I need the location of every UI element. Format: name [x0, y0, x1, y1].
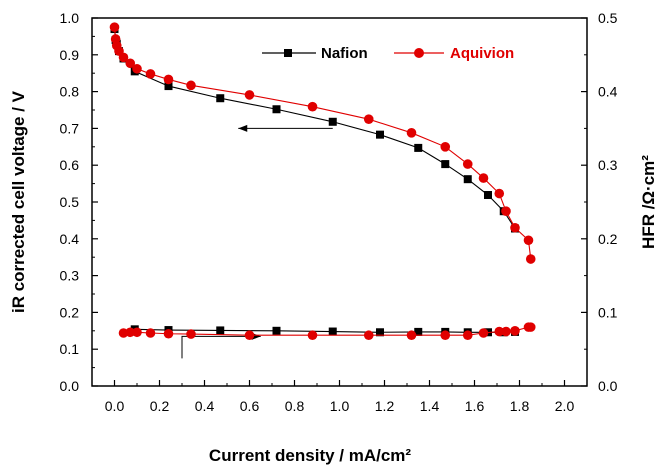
x-tick-label: 1.6 [465, 398, 485, 414]
x-tick-label: 1.2 [375, 398, 395, 414]
y-tick-label: 0.2 [60, 304, 80, 320]
x-axis-title: Current density / mA/cm² [209, 446, 411, 465]
y2-tick-label: 0.1 [598, 304, 618, 320]
point-aquivion [109, 22, 120, 32]
y-axis-left: 0.0 0.1 0.2 0.3 0.4 0.5 0.6 0.7 0.8 0.9 1.0 [60, 10, 98, 394]
y-tick-label: 0.9 [60, 47, 80, 63]
x-tick-label: 0.8 [285, 398, 305, 414]
legend: Nafion Aquivion [262, 45, 514, 62]
point-aquivion [523, 235, 534, 246]
point-aquivion-hfr [501, 326, 511, 337]
series-layer [109, 22, 536, 341]
point-aquivion [132, 63, 142, 74]
point-nafion-hfr [216, 326, 225, 335]
point-nafion-hfr [376, 328, 384, 337]
x-tick-label: 0.0 [105, 398, 125, 414]
y-tick-label: 0.5 [60, 194, 80, 210]
point-aquivion-hfr [163, 328, 174, 339]
point-aquivion [307, 101, 318, 112]
point-aquivion-hfr [440, 330, 451, 341]
point-aquivion-hfr [525, 322, 536, 332]
point-aquivion-hfr [363, 330, 374, 341]
point-nafion [484, 191, 492, 200]
point-aquivion-hfr [478, 328, 489, 338]
x-tick-label: 1.8 [510, 398, 530, 414]
y-axis-left-title: iR corrected cell voltage / V [9, 90, 28, 313]
y2-tick-label: 0.0 [598, 378, 618, 394]
y-tick-label: 0.0 [60, 378, 80, 394]
point-aquivion [440, 142, 451, 152]
legend-nafion-label: Nafion [321, 45, 368, 62]
y2-tick-label: 0.2 [598, 231, 618, 247]
y-tick-label: 0.4 [60, 231, 80, 247]
point-nafion-hfr [414, 327, 423, 336]
y-tick-label: 0.3 [60, 268, 80, 284]
point-nafion-hfr [328, 327, 337, 336]
y2-tick-label: 0.4 [598, 84, 618, 100]
point-aquivion [406, 128, 417, 138]
point-aquivion [186, 80, 196, 91]
point-aquivion-hfr [406, 330, 417, 341]
y-tick-label: 1.0 [60, 10, 80, 26]
point-aquivion [125, 58, 136, 69]
point-aquivion [244, 90, 255, 100]
point-aquivion-hfr [186, 329, 196, 339]
y-axis-right: 0.0 0.1 0.2 0.3 0.4 0.5 [581, 10, 618, 394]
point-aquivion-hfr [125, 327, 136, 338]
point-aquivion-hfr [494, 326, 505, 337]
x-tick-label: 0.6 [240, 398, 260, 414]
y-tick-label: 0.6 [60, 157, 80, 173]
arrow-to-hfr-axis [181, 335, 261, 359]
y2-tick-label: 0.3 [598, 157, 618, 173]
arrowhead-left [238, 124, 248, 132]
point-aquivion-hfr [244, 330, 255, 341]
point-nafion [463, 175, 472, 184]
legend-aquivion-marker [414, 48, 424, 58]
point-aquivion [118, 52, 129, 63]
y-tick-label: 0.8 [60, 84, 80, 100]
x-axis: 0.0 0.2 0.4 0.6 0.8 1.0 1.2 1.4 1.6 1.8 2.0 [105, 380, 575, 414]
point-nafion [441, 160, 450, 169]
x-tick-label: 1.0 [330, 398, 350, 414]
point-nafion [376, 130, 384, 139]
y-tick-label: 0.7 [60, 120, 80, 136]
point-aquivion-hfr [307, 330, 318, 341]
point-nafion [272, 105, 281, 114]
point-nafion [328, 117, 337, 126]
y-tick-label: 0.1 [60, 341, 80, 357]
point-aquivion [163, 74, 174, 85]
point-aquivion [494, 188, 505, 199]
point-aquivion [510, 222, 520, 233]
point-aquivion-hfr [145, 328, 156, 338]
point-aquivion [462, 159, 473, 169]
legend-nafion-marker [284, 49, 292, 57]
point-aquivion [501, 206, 511, 216]
point-aquivion-hfr [132, 327, 142, 338]
x-tick-label: 1.4 [420, 398, 440, 414]
annotation-arrows [181, 124, 333, 359]
y2-tick-label: 0.5 [598, 10, 618, 26]
y-axis-right-title: HFR /Ω·cm² [639, 155, 658, 249]
point-aquivion-hfr [510, 326, 520, 336]
legend-aquivion-label: Aquivion [450, 45, 514, 62]
point-aquivion [478, 173, 489, 183]
point-nafion [414, 143, 423, 152]
point-nafion [216, 94, 225, 103]
point-nafion [164, 82, 173, 91]
point-aquivion [145, 69, 156, 79]
point-aquivion [363, 114, 374, 124]
point-aquivion-hfr [462, 330, 473, 341]
x-tick-label: 0.2 [150, 398, 170, 414]
point-nafion-hfr [272, 326, 281, 335]
point-aquivion [525, 254, 536, 264]
x-tick-label: 2.0 [555, 398, 575, 414]
x-tick-label: 0.4 [195, 398, 215, 414]
